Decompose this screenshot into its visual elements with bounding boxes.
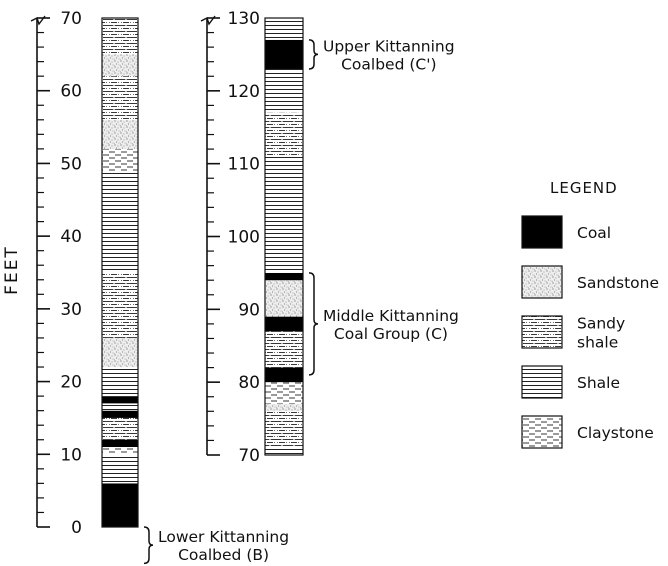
right-tick-label: 90 — [238, 300, 260, 320]
legend-swatch-sandy-shale — [521, 315, 563, 349]
right-unit-shale — [265, 18, 303, 40]
left-tick-label: 60 — [60, 82, 82, 102]
right-unit-shale — [265, 156, 303, 273]
left-unit-sandstone — [102, 337, 138, 368]
left-tick-label: 10 — [60, 445, 82, 465]
left-annotation-label: Lower Kittanning — [158, 528, 289, 546]
right-annotation-label: Coalbed (C') — [341, 55, 436, 73]
left-annotation-label: Coalbed (B) — [178, 546, 269, 564]
right-unit-coal — [265, 367, 303, 383]
left-tick-label: 0 — [71, 518, 82, 538]
right-tick-label: 130 — [228, 9, 260, 29]
legend-label-coal: Coal — [577, 224, 611, 242]
left-unit-coal — [102, 483, 138, 527]
right-unit-shale — [265, 447, 303, 455]
right-annotation-label: Middle Kittanning — [323, 307, 459, 325]
left-unit-shale — [102, 170, 138, 273]
left-unit-claystone — [102, 447, 138, 455]
right-unit-sandy-shale — [265, 411, 303, 448]
left-tick-label: 40 — [60, 227, 82, 247]
left-tick-label: 50 — [60, 154, 82, 174]
legend-label-sandy-shale: Sandy — [577, 315, 625, 333]
left-unit-claystone — [102, 148, 138, 171]
left-tick-label: 20 — [60, 373, 82, 393]
left-unit-sandy-shale — [102, 417, 138, 440]
left-column-outline — [101, 17, 139, 528]
right-axis-break-mark — [200, 15, 216, 26]
legend-swatch-claystone — [521, 415, 563, 449]
right-tick-label: 80 — [238, 373, 260, 393]
right-annotation-label: Upper Kittanning — [323, 37, 455, 55]
right-tick-label: 100 — [228, 228, 260, 248]
right-tick-label: 110 — [228, 155, 260, 175]
right-unit-claystone — [265, 382, 303, 405]
right-tick-label: 70 — [238, 446, 260, 466]
right-annotation-brace — [308, 272, 319, 376]
left-unit-coal — [102, 410, 138, 418]
left-unit-shale — [102, 367, 138, 397]
right-unit-sandstone — [265, 404, 303, 412]
right-unit-sandy-shale — [265, 112, 303, 157]
left-unit-sandy-shale — [102, 18, 138, 55]
left-tick-label: 30 — [60, 300, 82, 320]
left-unit-sandstone — [102, 119, 138, 149]
left-axis-break-mark — [30, 15, 46, 26]
right-unit-coal — [265, 272, 303, 281]
left-unit-sandy-shale — [102, 272, 138, 338]
left-annotation-brace — [143, 526, 154, 565]
left-unit-shale — [102, 403, 138, 411]
legend-label-sandstone: Sandstone — [577, 274, 659, 292]
right-annotation-label: Coal Group (C) — [334, 325, 448, 343]
right-tick-label: 120 — [228, 82, 260, 102]
y-axis-label: FEET — [2, 245, 22, 295]
legend-label-shale: Shale — [577, 374, 620, 392]
left-unit-sandstone — [102, 54, 138, 77]
legend-title: LEGEND — [550, 179, 618, 197]
left-unit-coal — [102, 439, 138, 448]
right-unit-shale — [265, 68, 303, 113]
right-unit-coal — [265, 316, 303, 332]
right-unit-sandy-shale — [265, 331, 303, 368]
legend-swatch-coal — [521, 215, 563, 249]
right-unit-sandstone — [265, 280, 303, 317]
left-unit-shale — [102, 454, 138, 484]
legend-label-sandy-shale: shale — [577, 334, 618, 352]
left-unit-sandy-shale — [102, 76, 138, 120]
right-unit-coal — [265, 39, 303, 69]
legend-label-claystone: Claystone — [577, 424, 654, 442]
right-annotation-brace — [308, 39, 319, 70]
legend-swatch-shale — [521, 365, 563, 399]
legend-swatch-sandstone — [521, 265, 563, 299]
left-unit-coal — [102, 396, 138, 404]
right-stratigraphic-column: 130 120 110 100 90 80 70 Upper KittanningCoalbe… — [200, 9, 459, 466]
left-tick-label: 70 — [60, 9, 82, 29]
right-column-outline — [264, 17, 304, 456]
